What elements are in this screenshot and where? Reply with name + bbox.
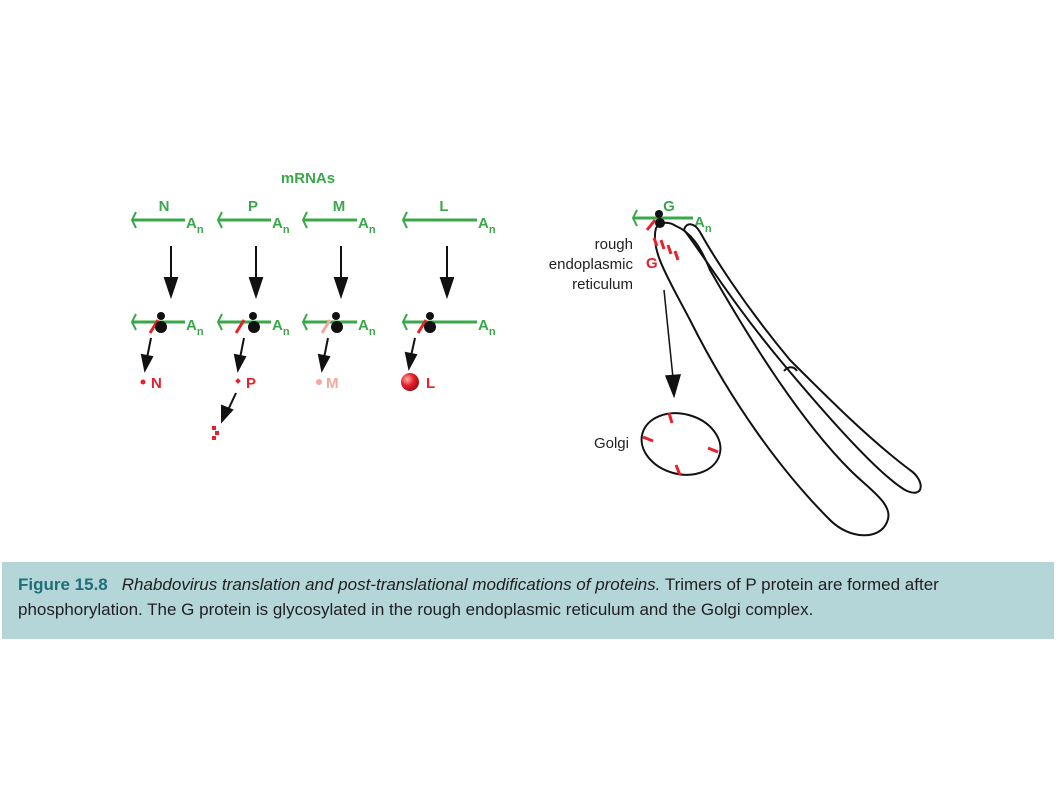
rough-er-label-line1: rough — [595, 236, 633, 253]
translating-mrna-n: An — [130, 312, 204, 338]
ribosome-icon — [248, 312, 260, 333]
rough-er-label-line2: endoplasmic — [549, 256, 634, 273]
gene-label-g: G — [663, 198, 675, 215]
gene-label-m: M — [333, 198, 346, 215]
er-to-golgi-arrow — [663, 289, 682, 399]
figure-caption: Figure 15.8 Rhabdovirus translation and p… — [2, 562, 1054, 639]
poly-a-label: An — [478, 317, 496, 338]
p-trimer — [212, 426, 219, 440]
product-label-p: P — [246, 375, 256, 392]
product-m: M — [316, 375, 339, 392]
caption-title: Rhabdovirus translation and post-transla… — [121, 575, 661, 594]
gene-label-l: L — [439, 198, 448, 215]
release-arrows — [140, 337, 418, 424]
product-n: N — [140, 375, 162, 392]
translation-arrows — [163, 246, 455, 300]
ribosome-icon — [424, 312, 436, 333]
poly-a-label: An — [186, 215, 204, 236]
translating-mrna-m: An — [301, 312, 376, 338]
ribosome-icon — [155, 312, 167, 333]
er-glycan-marks — [652, 237, 680, 261]
caption-body: Trimers of P protein are formed after ph… — [18, 575, 939, 619]
golgi-glycan-marks — [642, 412, 719, 476]
mrna-g: G An — [631, 198, 712, 235]
poly-a-label: An — [358, 317, 376, 338]
mrnas-title: mRNAs — [281, 170, 335, 187]
product-label-l: L — [426, 375, 435, 392]
ribosome-icon — [331, 312, 343, 333]
poly-a-label: An — [358, 215, 376, 236]
ribosome-icon — [655, 210, 665, 228]
golgi-vesicle — [640, 412, 722, 476]
golgi-label: Golgi — [594, 435, 629, 452]
mrna-p: P An — [216, 198, 290, 236]
mrna-l: L An — [401, 198, 496, 236]
poly-a-label: An — [186, 317, 204, 338]
poly-a-label: An — [478, 215, 496, 236]
rough-er-label-line3: reticulum — [572, 276, 633, 293]
poly-a-label: An — [272, 317, 290, 338]
product-l: L — [401, 373, 435, 392]
mrna-n: N An — [130, 198, 204, 236]
product-label-g: G — [646, 255, 658, 272]
translating-mrna-l: An — [401, 312, 496, 338]
rough-er — [653, 221, 922, 537]
product-p: P — [235, 375, 256, 392]
gene-label-n: N — [159, 198, 170, 215]
poly-a-label: An — [694, 214, 712, 235]
translating-mrna-p: An — [216, 312, 290, 338]
product-label-n: N — [151, 375, 162, 392]
product-label-m: M — [326, 375, 339, 392]
figure-number: Figure 15.8 — [18, 575, 108, 594]
mrna-m: M An — [301, 198, 376, 236]
poly-a-label: An — [272, 215, 290, 236]
gene-label-p: P — [248, 198, 258, 215]
